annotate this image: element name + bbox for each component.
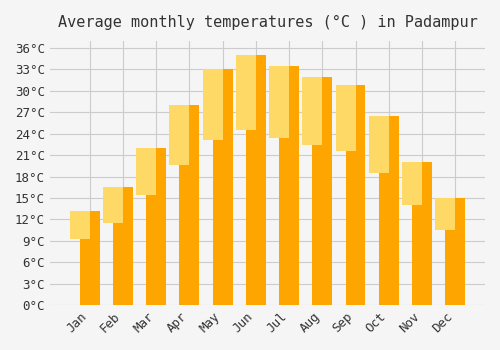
Title: Average monthly temperatures (°C ) in Padampur: Average monthly temperatures (°C ) in Pa… <box>58 15 478 30</box>
Bar <box>446 198 465 305</box>
Bar <box>379 116 398 305</box>
Bar <box>103 187 123 223</box>
Bar <box>113 187 133 305</box>
Bar <box>70 211 89 239</box>
Bar <box>412 162 432 305</box>
Bar <box>312 77 332 305</box>
Bar <box>346 85 366 305</box>
Bar <box>170 105 190 165</box>
Bar <box>236 55 256 130</box>
Bar <box>212 69 233 305</box>
Bar <box>302 77 322 145</box>
Bar <box>269 66 289 138</box>
Bar <box>136 148 156 195</box>
Bar <box>246 55 266 305</box>
Bar <box>402 162 422 205</box>
Bar <box>80 211 100 305</box>
Bar <box>436 198 455 230</box>
Bar <box>279 66 299 305</box>
Bar <box>180 105 200 305</box>
Bar <box>202 69 222 140</box>
Bar <box>146 148 166 305</box>
Bar <box>369 116 389 173</box>
Bar <box>336 85 355 151</box>
